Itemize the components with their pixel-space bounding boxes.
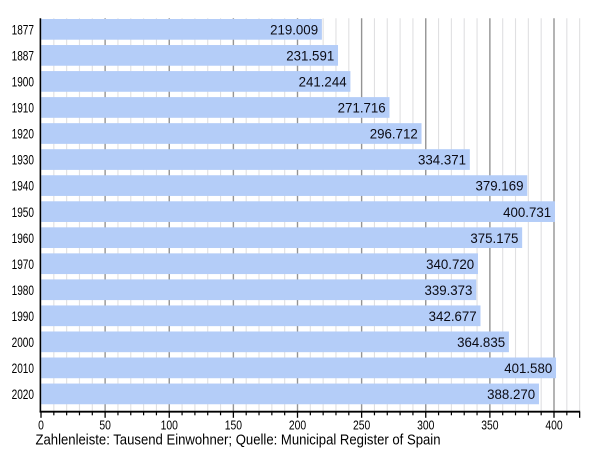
svg-text:342.677: 342.677 bbox=[429, 308, 477, 324]
svg-text:375.175: 375.175 bbox=[470, 230, 518, 246]
svg-text:231.591: 231.591 bbox=[286, 48, 334, 64]
svg-text:1960: 1960 bbox=[12, 231, 34, 246]
svg-text:1920: 1920 bbox=[12, 127, 34, 142]
svg-text:0: 0 bbox=[38, 419, 44, 433]
svg-text:364.835: 364.835 bbox=[457, 334, 505, 350]
svg-text:2010: 2010 bbox=[12, 361, 34, 376]
svg-text:1980: 1980 bbox=[12, 283, 34, 298]
svg-text:1990: 1990 bbox=[12, 309, 34, 324]
svg-text:200: 200 bbox=[289, 419, 306, 433]
svg-text:388.270: 388.270 bbox=[487, 386, 535, 402]
svg-text:250: 250 bbox=[353, 419, 370, 433]
svg-text:241.244: 241.244 bbox=[299, 74, 347, 90]
svg-text:300: 300 bbox=[417, 419, 434, 433]
svg-text:379.169: 379.169 bbox=[475, 178, 523, 194]
svg-text:1887: 1887 bbox=[12, 49, 34, 64]
svg-text:219.009: 219.009 bbox=[270, 22, 318, 38]
svg-text:271.716: 271.716 bbox=[338, 100, 386, 116]
svg-text:2020: 2020 bbox=[12, 387, 34, 402]
svg-text:340.720: 340.720 bbox=[426, 256, 474, 272]
svg-text:2000: 2000 bbox=[12, 335, 34, 350]
svg-text:400: 400 bbox=[545, 419, 562, 433]
svg-text:Zahlenleiste: Tausend Einwohne: Zahlenleiste: Tausend Einwohner; Quelle:… bbox=[36, 433, 441, 449]
svg-text:296.712: 296.712 bbox=[370, 126, 418, 142]
svg-text:400.731: 400.731 bbox=[503, 204, 551, 220]
svg-text:1877: 1877 bbox=[12, 23, 34, 38]
svg-text:334.371: 334.371 bbox=[418, 152, 466, 168]
svg-text:401.580: 401.580 bbox=[504, 360, 552, 376]
svg-text:339.373: 339.373 bbox=[424, 282, 472, 298]
svg-text:1910: 1910 bbox=[12, 101, 34, 116]
svg-text:100: 100 bbox=[161, 419, 178, 433]
svg-text:50: 50 bbox=[99, 419, 111, 433]
svg-text:150: 150 bbox=[225, 419, 242, 433]
svg-text:1950: 1950 bbox=[12, 205, 34, 220]
svg-text:1900: 1900 bbox=[12, 75, 34, 90]
svg-text:1970: 1970 bbox=[12, 257, 34, 272]
svg-text:350: 350 bbox=[481, 419, 498, 433]
svg-text:1940: 1940 bbox=[12, 179, 34, 194]
svg-text:1930: 1930 bbox=[12, 153, 34, 168]
